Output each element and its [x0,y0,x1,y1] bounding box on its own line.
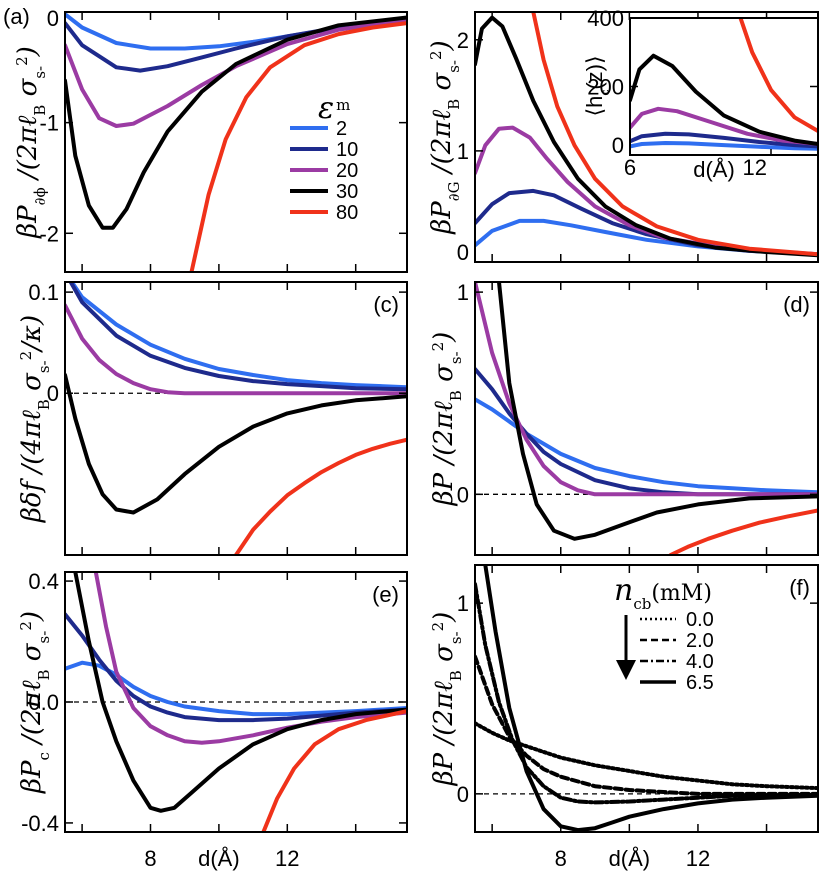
panel-frame [64,281,408,556]
legend-label: 20 [336,160,358,182]
legend-label: 4.0 [686,651,714,673]
panel-label: (d) [783,292,810,317]
series-b-inset-30 [630,53,818,146]
series-a-20 [65,17,407,128]
legend-label: 2.0 [686,630,714,652]
ytick-label: 0.0 [28,690,59,715]
panel-label: (e) [372,582,399,607]
series-b-inset-80 [738,18,818,133]
ylabel: βPc /(2πℓB σs-2) [17,611,53,794]
legend-title: ncb(mM) [614,573,712,613]
series-d-20 [475,282,818,497]
ylabel: βP /(2πℓB σs-2) [429,612,465,787]
xtick-label: 8 [144,846,156,871]
legend-label: 6.5 [686,672,714,694]
panel-c: 0.1 0 (c) βδf /(4πℓB σs-2/κ) [17,280,408,556]
legend-label: 2 [336,118,347,140]
legend-label: 0.0 [686,609,714,631]
panel-frame [64,11,408,273]
series-a-30 [65,15,407,230]
ytick-label: 200 [587,75,624,100]
ytick-label: 0.1 [28,280,59,305]
ytick-label: -2 [39,221,59,246]
series-c-2 [69,282,407,390]
inset-xlabel: d(Å) [693,157,735,182]
arrow-down-icon [616,660,636,680]
ytick-label: 1 [457,139,469,164]
series-d-80 [668,508,818,555]
panel-d: 1 0 (d) βP /(2πℓB σs-2) [429,280,819,556]
ytick-label: -0.4 [21,811,59,836]
panel-b-inset: 0 200 400 6 12 d(Å) ⟨hc(z)⟩ [582,6,819,182]
xlabel: d(Å) [198,846,240,871]
panel-frame [474,564,819,833]
series-f-4_0 [475,582,818,805]
ylabel: βP∂ϕ /(2πℓB σs-2) [13,46,49,239]
series-d-30 [497,282,818,541]
panel-frame [474,281,819,556]
legend-label: 80 [336,202,358,224]
series-c-10 [68,282,407,392]
series-d-10 [475,367,818,497]
series-f-6_5 [483,565,818,832]
series-a-80 [189,21,407,272]
xtick-label: 6 [624,155,636,180]
xtick-label: 8 [555,846,567,871]
ylabel: βP∂G /(2πℓB σs-2) [427,40,463,234]
legend-label: 10 [336,139,358,161]
series-d-2 [475,397,818,495]
series-e-30 [73,572,407,813]
ytick-label: 2 [457,28,469,53]
series-b-inset-2 [630,141,818,151]
series-e-20 [93,572,407,745]
ytick-label: 0 [457,482,469,507]
ylabel: βP /(2πℓB σs-2) [429,332,465,507]
series-b-inset-10 [630,131,818,149]
series-b-30 [475,15,818,258]
xtick-label: 12 [275,846,299,871]
ytick-label: 1 [457,591,469,616]
ytick-label: 0 [612,133,624,158]
series-c-20 [65,303,407,396]
ytick-label: -1 [39,111,59,136]
series-c-80 [234,437,407,555]
ytick-label: 0 [47,6,59,31]
panel-label: (f) [789,575,810,600]
panel-label: (c) [373,292,399,317]
series-e-2 [65,660,407,717]
xtick-label: 12 [686,846,710,871]
series-c-30 [65,373,407,515]
series-e-80 [261,709,407,832]
series-b-inset-20 [630,106,818,146]
ytick-label: 0.4 [28,569,59,594]
legend-label: 30 [336,181,358,203]
series-f-0_0 [475,721,818,791]
series-b-80 [531,12,818,257]
panel-e: 0.4 0.0 -0.4 (e) βPc /(2πℓB σs-2) [17,569,408,836]
panel-b: 012(b)βP∂G /(2πℓB σs-2) [427,11,819,265]
x-axis-labels: 8 12 d(Å) 8 12 d(Å) [144,846,710,871]
inset-ylabel: ⟨hc(z)⟩ [582,55,612,116]
panel-a: 0 -1 -2 (a) βP∂ϕ /(2πℓB σs-2) [3,4,408,273]
ytick-label: 400 [587,6,624,31]
series-e-10 [65,612,407,723]
ytick-label: 1 [457,280,469,305]
ytick-label: 0 [47,381,59,406]
ylabel: βδf /(4πℓB σs-2/κ) [17,315,53,523]
legend-ncb: ncb(mM)0.02.04.06.5 [614,573,714,694]
panel-label: (a) [3,4,30,29]
xlabel: d(Å) [609,846,651,871]
xtick-label: 12 [743,155,767,180]
ytick-label: 0 [457,240,469,265]
panel-f: 1 0 (f) βP /(2πℓB σs-2) [429,564,819,833]
ytick-label: 0 [457,782,469,807]
